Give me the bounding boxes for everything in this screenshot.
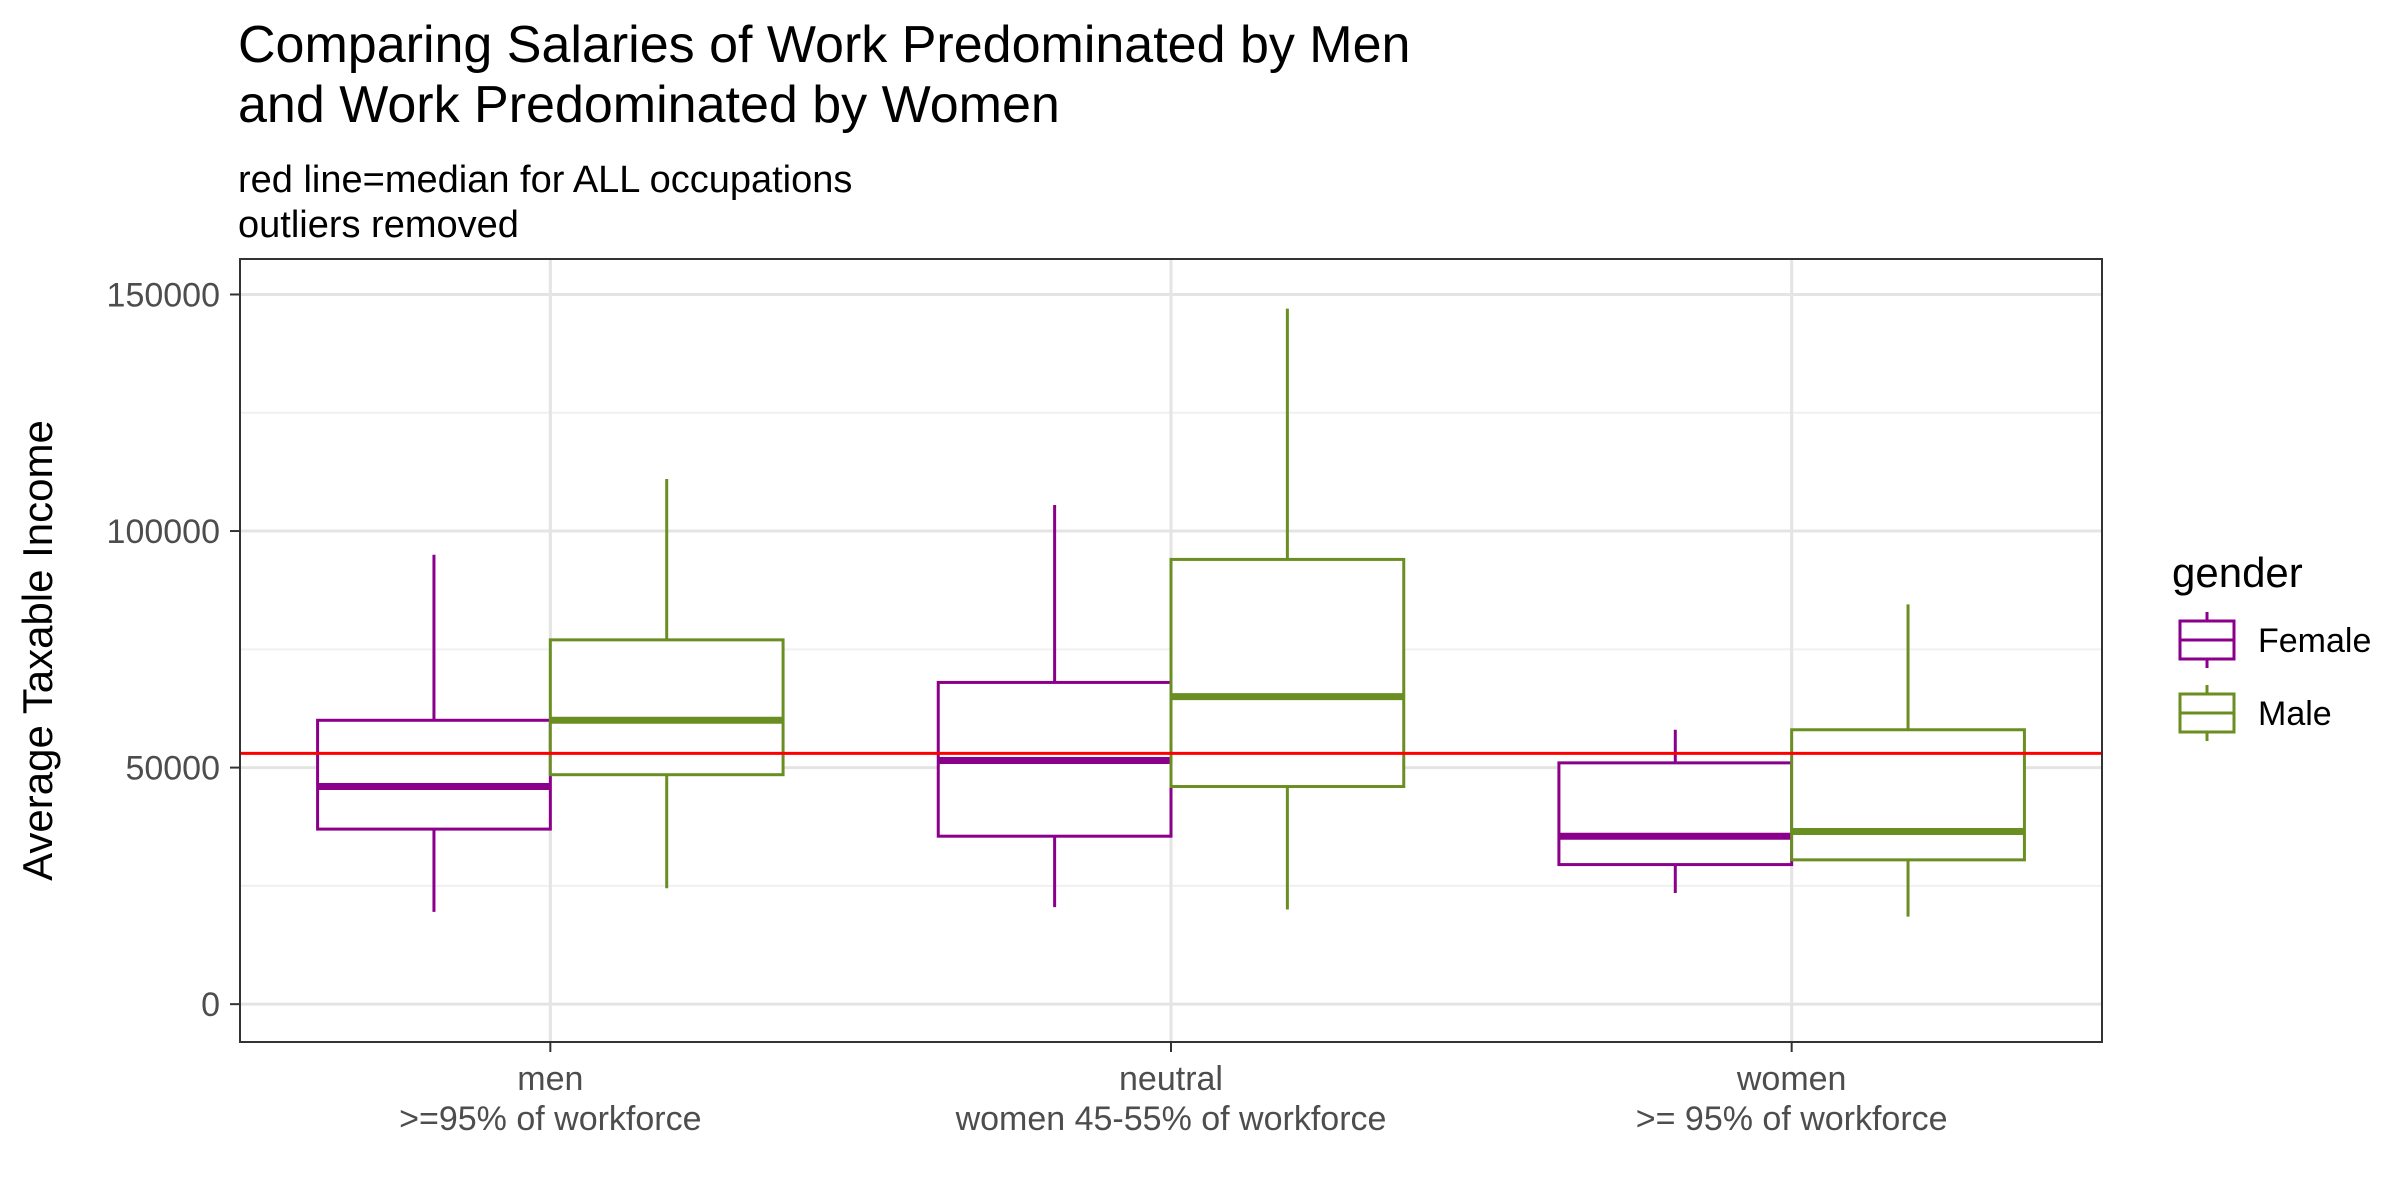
chart-title: and Work Predominated by Women — [238, 76, 1060, 134]
chart-title: Comparing Salaries of Work Predominated … — [238, 16, 1410, 74]
box-male — [1790, 728, 2026, 862]
x-tick-label: men — [517, 1060, 583, 1098]
y-tick-label: 100000 — [107, 513, 220, 551]
chart-subtitle: outliers removed — [238, 204, 519, 246]
box-female — [316, 718, 552, 831]
legend-label-male: Male — [2258, 695, 2332, 733]
y-tick-label: 150000 — [107, 276, 220, 314]
y-tick-label: 50000 — [125, 750, 220, 788]
chart-subtitle: red line=median for ALL occupations — [238, 159, 852, 201]
legend-title: gender — [2172, 549, 2303, 596]
box-male — [1169, 557, 1406, 789]
x-tick-label: >= 95% of workforce — [1636, 1100, 1948, 1138]
x-tick-label: >=95% of workforce — [399, 1100, 701, 1138]
legend-label-female: Female — [2258, 622, 2371, 660]
box-female — [1557, 761, 1794, 867]
x-tick-label: neutral — [1119, 1060, 1223, 1098]
x-tick-label: women — [1736, 1060, 1847, 1098]
x-tick-label: women 45-55% of workforce — [955, 1100, 1387, 1138]
y-axis-title: Average Taxable Income — [14, 420, 61, 881]
y-tick-label: 0 — [201, 986, 220, 1024]
